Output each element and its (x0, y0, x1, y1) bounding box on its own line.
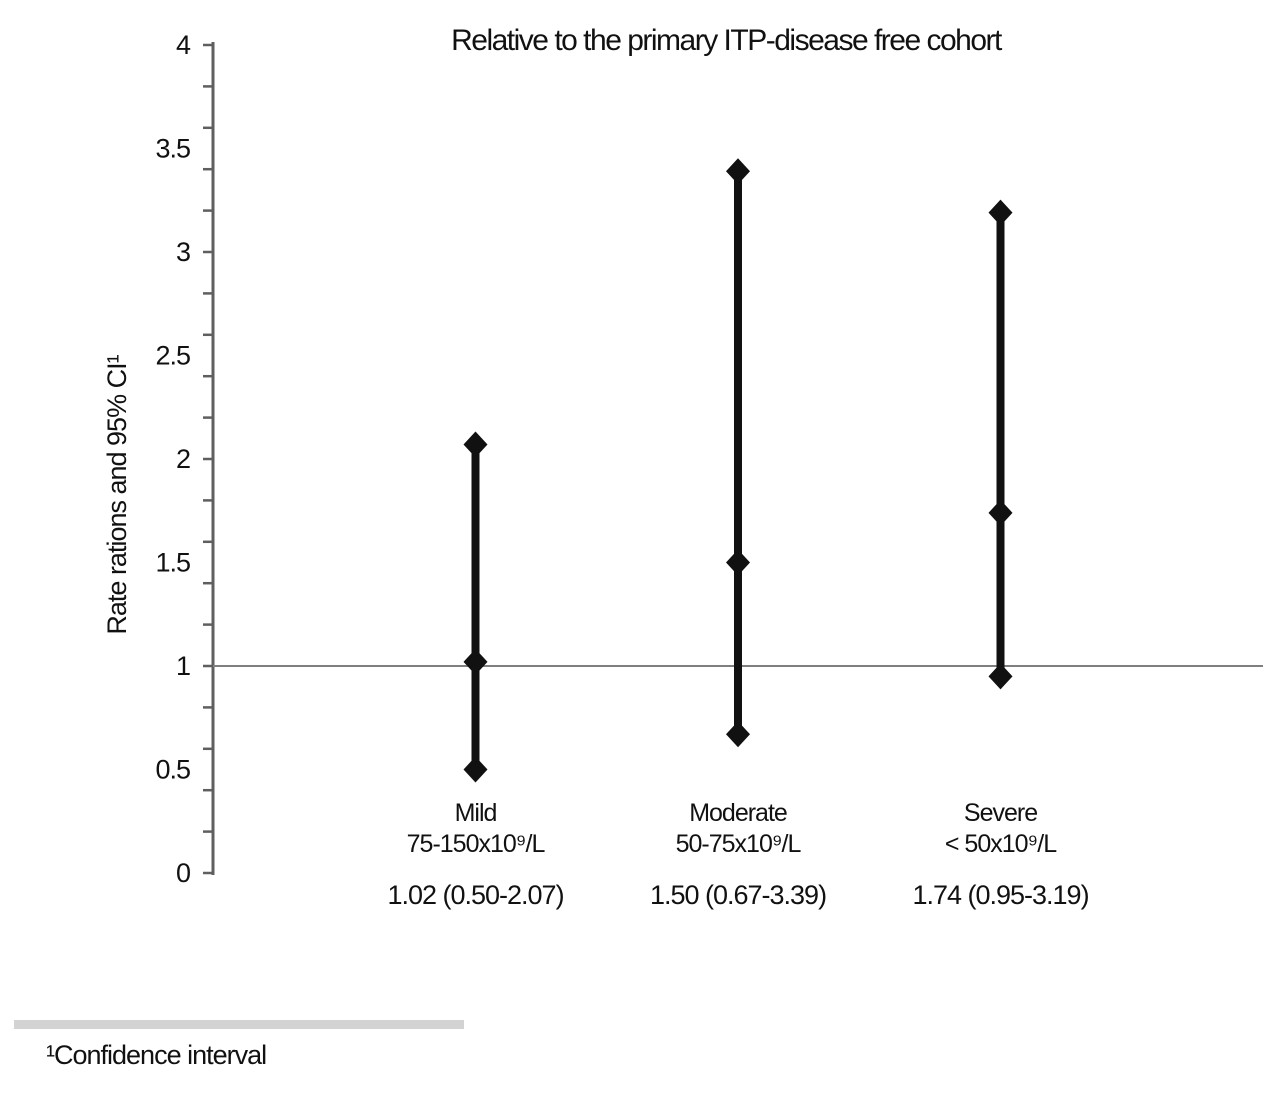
footnote: ¹Confidence interval (46, 1040, 267, 1070)
diamond-marker (726, 158, 750, 185)
diamond-marker (726, 721, 750, 748)
y-tick-label: 1.5 (155, 548, 190, 578)
y-tick-label: 3 (176, 237, 190, 267)
y-tick-label: 0 (176, 858, 190, 888)
y-tick-label: 1 (176, 651, 190, 681)
footnote-divider (14, 1020, 464, 1029)
category-block-mild: Mild 75-150x10⁹/L 1.02 (0.50-2.07) (306, 798, 646, 911)
category-block-severe: Severe < 50x10⁹/L 1.74 (0.95-3.19) (831, 798, 1171, 911)
category-range: < 50x10⁹/L (944, 830, 1057, 858)
diamond-marker (726, 549, 750, 576)
plot-area: 0 0.5 1 1.5 2 2.5 3 3.5 4 (155, 30, 1263, 888)
y-tick-label: 0.5 (155, 755, 190, 785)
y-tick-label: 2 (176, 444, 190, 474)
diamond-marker (988, 499, 1013, 526)
y-tick-label: 4 (176, 30, 191, 60)
category-estimate: 1.02 (0.50-2.07) (387, 880, 564, 910)
category-name: Severe (963, 799, 1038, 827)
diamond-marker (988, 199, 1013, 226)
category-name: Mild (454, 799, 498, 827)
y-tick-label: 3.5 (155, 134, 190, 164)
diamond-marker (463, 431, 488, 458)
category-estimate: 1.50 (0.67-3.39) (649, 880, 827, 910)
category-estimate: 1.74 (0.95-3.19) (912, 880, 1089, 910)
category-range: 75-150x10⁹/L (406, 830, 546, 858)
diamond-marker (463, 648, 488, 675)
category-name: Moderate (689, 799, 788, 827)
y-tick-label: 2.5 (155, 341, 190, 371)
chart-title: Relative to the primary ITP-disease free… (451, 24, 1002, 57)
category-range: 50-75x10⁹/L (675, 830, 802, 858)
category-block-moderate: Moderate 50-75x10⁹/L 1.50 (0.67-3.39) (568, 798, 908, 911)
diamond-marker (988, 663, 1013, 690)
diamond-marker (463, 756, 488, 783)
